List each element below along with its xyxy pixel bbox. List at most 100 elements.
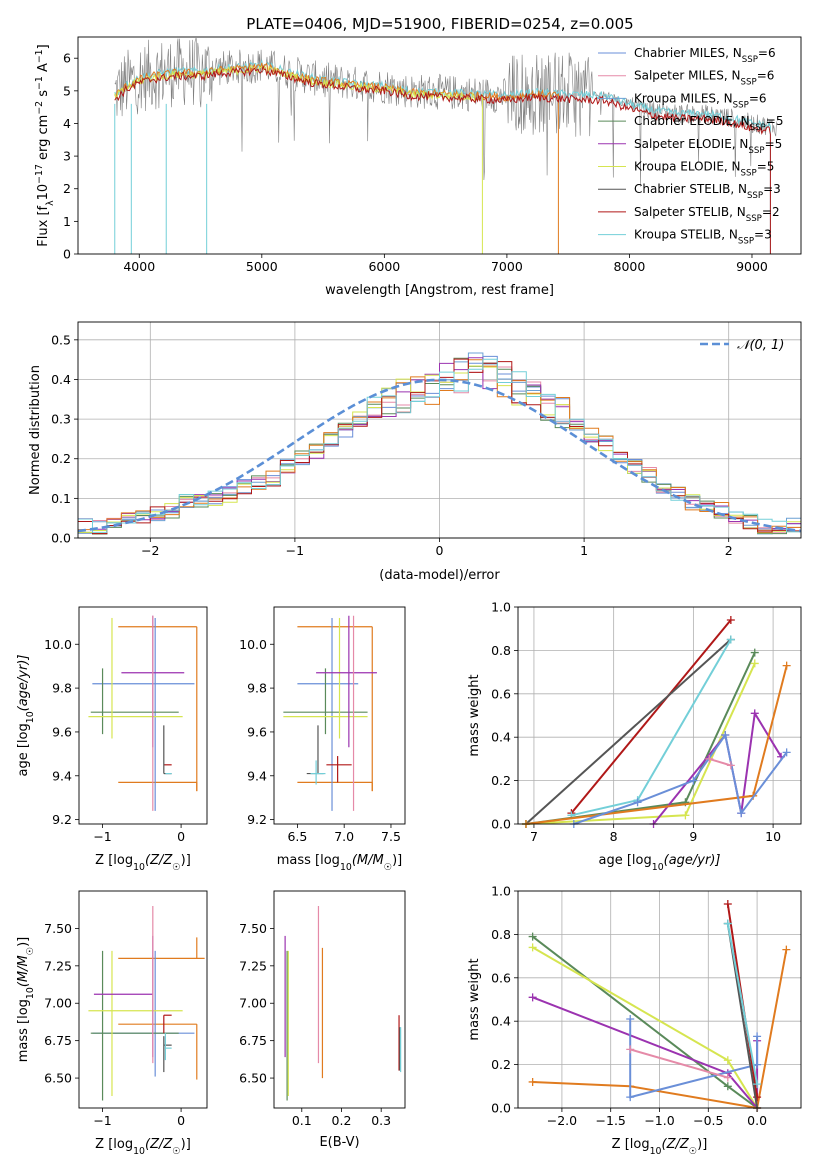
axes-frame xyxy=(273,890,406,1109)
x-tick-label: 10 xyxy=(765,829,781,844)
y-tick-label: 7.00 xyxy=(44,996,72,1011)
x-tick-label: −1 xyxy=(93,829,111,844)
y-tick-label: 2 xyxy=(63,181,71,196)
chart-title: PLATE=0406, MJD=51900, FIBERID=0254, z=0… xyxy=(246,15,633,33)
legend-label: Chabrier STELIB, NSSP=3 xyxy=(634,182,781,201)
x-tick-label: 6000 xyxy=(368,259,400,274)
x-tick-label: 9000 xyxy=(736,259,768,274)
series-marker xyxy=(750,648,759,657)
series-line xyxy=(531,935,758,1109)
x-tick-label: 0 xyxy=(436,543,444,558)
model-spectrum-line xyxy=(114,65,771,254)
series-marker xyxy=(726,616,735,625)
series-line xyxy=(629,1019,759,1099)
x-tick-label: 7000 xyxy=(491,259,523,274)
x-tick-label: −2 xyxy=(141,543,159,558)
x-tick-label: 0.3 xyxy=(371,1113,391,1128)
flux-spectrum-panel: 4000 5000 6000 7000 8000 9000 0 1 2 3 4 5 6 wavelengt… xyxy=(34,36,802,298)
y-tick-label: 9.6 xyxy=(247,724,267,739)
y-axis-label: Normed distribution xyxy=(28,365,43,495)
mass-vs-metallicity-panel: −1 0 6.50 6.75 7.00 7.25 7.50 Z [log10(Z/Z☉)] ma… xyxy=(16,890,208,1157)
series-marker xyxy=(723,1073,732,1082)
y-tick-label: 0.0 xyxy=(51,531,71,546)
y-tick-label: 0.2 xyxy=(51,451,71,466)
x-tick-label: −1 xyxy=(93,1113,111,1128)
y-tick-label: 1.0 xyxy=(491,884,511,899)
axes-frame xyxy=(517,890,802,1109)
x-axis-label: Z [log10(Z/Z☉)] xyxy=(95,1137,191,1157)
x-axis-label: E(B-V) xyxy=(319,1135,359,1150)
x-axis-label: wavelength [Angstrom, rest frame] xyxy=(325,283,554,298)
series-marker xyxy=(726,761,735,770)
age-vs-mass-panel: 6.5 7.0 7.5 9.2 9.4 9.6 9.8 10.0 mass [log10(M/M… xyxy=(239,606,406,873)
x-tick-label: 8000 xyxy=(614,259,646,274)
histogram-series xyxy=(78,357,801,532)
y-axis-label: age [log10(age/yr)] xyxy=(16,655,36,777)
normal-curve xyxy=(77,378,802,533)
y-tick-label: 9.4 xyxy=(52,768,72,783)
series-marker xyxy=(750,709,759,718)
y-tick-label: 1.0 xyxy=(491,600,511,615)
y-tick-label: 0.3 xyxy=(51,412,71,427)
series-line xyxy=(573,732,788,825)
x-axis-label: Z [log10(Z/Z☉)] xyxy=(95,853,191,873)
y-tick-label: 0.4 xyxy=(491,730,511,745)
y-axis-label: mass weight xyxy=(467,674,482,756)
y-tick-label: 0.0 xyxy=(491,1101,511,1116)
y-tick-label: 5 xyxy=(63,83,71,98)
series-marker xyxy=(753,1080,762,1089)
y-tick-label: 10.0 xyxy=(239,637,267,652)
residual-histogram-panel: −2 −1 0 1 2 0.0 0.1 0.2 0.3 0.4 0.5 𝒩(0, 1) (data-mo… xyxy=(28,321,802,583)
legend-label: 𝒩(0, 1) xyxy=(737,338,784,353)
y-tick-label: 0.6 xyxy=(491,686,511,701)
series-marker xyxy=(626,1015,635,1024)
y-tick-label: 3 xyxy=(63,149,71,164)
x-axis-label: (data-model)/error xyxy=(379,568,500,583)
series-marker xyxy=(705,754,714,763)
y-tick-label: 0.0 xyxy=(491,817,511,832)
series-line xyxy=(525,638,732,825)
x-tick-label: −1.5 xyxy=(596,1113,626,1128)
legend-label: Chabrier MILES, NSSP=6 xyxy=(634,46,776,65)
x-axis-label: age [log10(age/yr)] xyxy=(599,853,721,873)
y-tick-label: 7.25 xyxy=(44,958,72,973)
axes-frame xyxy=(517,606,802,825)
series-marker xyxy=(782,748,791,757)
mass-vs-extinction-panel: 0.1 0.2 0.3 6.50 6.75 7.00 7.25 7.50 E(B-V) xyxy=(239,890,406,1150)
y-tick-label: 6.75 xyxy=(44,1033,72,1048)
y-tick-label: 9.2 xyxy=(247,812,267,827)
series-line xyxy=(629,1048,729,1079)
axes-frame xyxy=(77,321,802,539)
x-tick-label: 1 xyxy=(580,543,588,558)
histogram-series xyxy=(78,359,801,534)
y-tick-label: 0.6 xyxy=(491,970,511,985)
x-tick-label: 7.5 xyxy=(381,829,401,844)
y-tick-label: 9.8 xyxy=(247,681,267,696)
y-tick-label: 0.8 xyxy=(491,927,511,942)
series-marker xyxy=(689,776,698,785)
x-tick-label: −1.0 xyxy=(644,1113,674,1128)
x-tick-label: −0.5 xyxy=(693,1113,723,1128)
series-marker xyxy=(721,731,730,740)
series-marker xyxy=(626,1093,635,1102)
x-tick-label: 9 xyxy=(689,829,697,844)
y-tick-label: 9.4 xyxy=(247,768,267,783)
mass-weight-vs-age-panel: 7 8 9 10 0.0 0.2 0.4 0.6 0.8 1.0 age [log10(age/yr… xyxy=(467,600,802,873)
y-tick-label: 6.75 xyxy=(239,1033,267,1048)
series-line xyxy=(709,757,732,767)
y-tick-label: 0.5 xyxy=(51,332,71,347)
y-tick-label: 0.2 xyxy=(491,1057,511,1072)
x-tick-label: 0.1 xyxy=(292,1113,312,1128)
series-marker xyxy=(737,809,746,818)
x-tick-label: 2 xyxy=(725,543,733,558)
x-tick-label: 0 xyxy=(177,1113,185,1128)
series-line xyxy=(652,710,782,825)
axes-frame xyxy=(77,36,802,255)
y-tick-label: 7.25 xyxy=(239,958,267,973)
y-tick-label: 9.2 xyxy=(52,812,72,827)
series-marker xyxy=(753,1032,762,1041)
series-line xyxy=(726,923,759,1085)
y-tick-label: 0 xyxy=(63,247,71,262)
x-tick-label: −2.0 xyxy=(547,1113,577,1128)
